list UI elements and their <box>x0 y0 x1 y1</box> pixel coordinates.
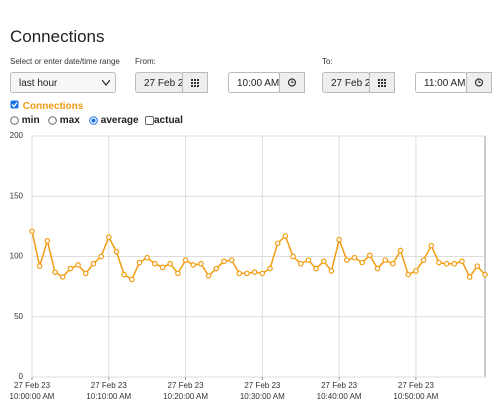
to-clock-button[interactable] <box>466 72 492 93</box>
data-point <box>59 274 66 280</box>
data-point <box>198 260 204 267</box>
data-point <box>336 236 342 243</box>
data-point <box>351 254 358 261</box>
data-point <box>390 260 396 267</box>
data-point <box>274 240 281 247</box>
option-label: min <box>21 115 40 126</box>
y-tick-label: 150 <box>10 191 24 200</box>
data-point <box>267 265 273 272</box>
legend-entry: Connections <box>22 101 84 112</box>
data-point <box>320 258 327 265</box>
data-point <box>167 260 174 267</box>
x-tick-label: 27 Feb 23 10:20:00 AM <box>163 381 208 401</box>
data-point <box>367 252 373 259</box>
data-point <box>105 234 112 241</box>
option-label: max <box>59 115 80 126</box>
data-point <box>221 258 227 265</box>
data-point <box>159 264 166 271</box>
data-point <box>251 269 258 275</box>
y-tick-label: 200 <box>10 131 24 140</box>
data-point <box>182 257 189 263</box>
data-point <box>413 268 419 274</box>
from-clock-button[interactable] <box>279 72 305 93</box>
data-point <box>397 247 404 254</box>
page-title: Connections <box>10 27 105 46</box>
data-point <box>259 270 266 277</box>
data-point <box>405 271 412 278</box>
data-point <box>152 260 158 267</box>
to-label: To: <box>322 57 333 66</box>
data-point <box>190 262 197 268</box>
from-calendar-button[interactable] <box>182 72 208 93</box>
from-label: From: <box>135 57 156 66</box>
data-point <box>313 265 319 272</box>
option-label: actual <box>154 115 183 126</box>
data-point <box>44 238 51 244</box>
data-point <box>244 270 250 277</box>
data-point <box>436 259 442 266</box>
x-tick-label: 27 Feb 23 10:40:00 AM <box>316 381 362 401</box>
data-point <box>113 248 120 255</box>
data-point <box>466 274 473 280</box>
data-point <box>290 253 296 260</box>
data-point <box>236 270 243 277</box>
data-point <box>82 270 89 277</box>
data-point <box>282 233 289 239</box>
series-toggle[interactable]: Connections <box>10 100 83 112</box>
x-tick-label: 27 Feb 23 10:10:00 AM <box>86 381 132 401</box>
data-point <box>228 257 235 263</box>
data-point <box>343 257 350 263</box>
option-max[interactable]: max <box>48 115 80 126</box>
data-point <box>52 269 58 275</box>
option-average[interactable]: average <box>89 115 139 126</box>
y-tick-label: 100 <box>10 252 24 261</box>
data-point <box>36 263 43 269</box>
data-point <box>144 254 150 261</box>
data-point <box>98 253 104 260</box>
x-tick-label: 27 Feb 23 10:00:00 AM <box>9 381 55 401</box>
option-min[interactable]: min <box>10 115 40 126</box>
data-point <box>359 259 365 266</box>
range-select[interactable]: last hour <box>10 72 116 93</box>
data-point <box>121 271 127 278</box>
x-tick-label: 27 Feb 23 10:30:00 AM <box>239 381 285 401</box>
data-point <box>328 268 335 274</box>
data-point <box>443 260 450 267</box>
data-point <box>428 242 435 249</box>
data-point <box>382 257 388 263</box>
data-point <box>29 228 35 234</box>
data-point <box>474 263 481 269</box>
data-point <box>90 260 97 267</box>
dropdown-arrow <box>102 80 110 86</box>
y-tick-label: 50 <box>14 312 23 321</box>
to-calendar-button[interactable] <box>369 72 395 93</box>
option-label: average <box>100 115 139 126</box>
data-point <box>75 262 81 268</box>
data-point <box>305 257 312 263</box>
data-point <box>213 265 220 272</box>
data-point <box>459 258 465 265</box>
data-point <box>67 265 74 272</box>
x-tick-label: 27 Feb 23 10:50:00 AM <box>393 381 439 401</box>
data-point <box>451 260 458 267</box>
data-point <box>420 257 427 263</box>
data-point <box>129 276 135 283</box>
y-tick-label: 0 <box>19 372 24 381</box>
data-point <box>205 272 212 279</box>
data-point <box>136 259 143 266</box>
data-point <box>374 265 381 272</box>
data-point <box>175 270 181 277</box>
data-point <box>297 260 304 267</box>
data-point <box>482 271 488 278</box>
option-actual[interactable]: actual <box>145 115 183 126</box>
range-label: Select or enter date/time range <box>10 57 120 66</box>
